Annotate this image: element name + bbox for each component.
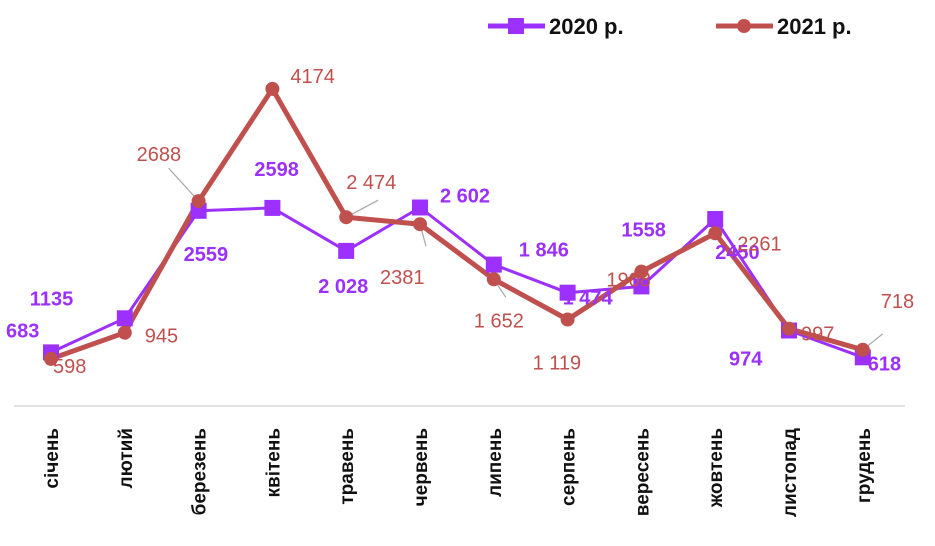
data-label-s1-3: 4174 <box>290 66 335 88</box>
x-tick-label-0: січень <box>42 428 63 489</box>
data-label-s0-10: 974 <box>729 349 763 371</box>
data-label-s0-8: 1558 <box>621 219 666 241</box>
marker-s1-5 <box>413 217 427 232</box>
x-tick-label-11: грудень <box>854 428 875 503</box>
x-tick-label-4: травень <box>337 428 358 505</box>
x-tick-label-8: вересень <box>632 428 653 516</box>
legend-item-2021: 2021 р. <box>716 14 852 39</box>
marker-s1-8 <box>634 264 649 279</box>
data-label-s0-11: 618 <box>868 353 901 375</box>
data-labels: 683 1135 2559 2598 2 028 2 602 1 846 1 474 1558 2… <box>6 66 914 378</box>
marker-s0-9 <box>707 211 724 227</box>
marker-s1-2 <box>191 194 206 209</box>
marker-s1-10 <box>782 321 796 336</box>
data-label-s1-11: 718 <box>881 291 914 313</box>
marker-s1-7 <box>560 312 575 327</box>
data-label-s0-3: 2598 <box>254 159 299 181</box>
marker-s1-1 <box>117 325 132 340</box>
data-label-s1-6: 1 652 <box>474 310 524 332</box>
marker-s1-6 <box>486 272 501 287</box>
marker-s0-1 <box>116 310 133 327</box>
series-line-0 <box>50 206 864 359</box>
series-lines <box>50 86 864 362</box>
data-label-s1-1: 945 <box>145 326 178 348</box>
data-label-s1-9: 2261 <box>737 233 782 255</box>
x-tick-label-3: квітень <box>263 428 284 498</box>
legend-label-2020: 2020 р. <box>549 14 624 39</box>
data-label-s0-1: 1135 <box>30 288 73 310</box>
x-tick-label-9: жовтень <box>706 428 727 508</box>
data-label-s1-5: 2381 <box>380 267 425 289</box>
legend-marker-2021 <box>737 19 751 33</box>
data-label-s0-0: 683 <box>6 320 39 342</box>
data-label-s0-2: 2559 <box>184 244 229 266</box>
marker-s1-0 <box>44 351 58 366</box>
markers <box>43 81 871 366</box>
x-tick-label-1: лютий <box>116 428 137 489</box>
marker-s0-6 <box>485 256 502 273</box>
data-label-s0-9: 2450 <box>715 242 760 264</box>
marker-s0-8 <box>633 278 650 295</box>
marker-s0-7 <box>559 284 576 301</box>
marker-s1-9 <box>708 226 723 241</box>
data-label-s1-8: 1908 <box>606 270 651 292</box>
data-label-s0-6: 1 846 <box>519 240 569 262</box>
marker-s1-3 <box>265 81 280 96</box>
data-label-s0-5: 2 602 <box>440 186 490 208</box>
data-label-s1-0: 598 <box>53 356 86 378</box>
legend-marker-2020 <box>508 18 524 34</box>
legend-label-2021: 2021 р. <box>777 14 852 39</box>
data-label-s1-7: 1 119 <box>533 353 582 375</box>
x-tick-label-2: березень <box>190 428 211 515</box>
marker-s1-11 <box>855 342 870 357</box>
marker-s0-4 <box>338 242 355 259</box>
marker-s1-4 <box>339 210 354 225</box>
marker-s0-5 <box>412 199 428 216</box>
legend: 2020 р. 2021 р. <box>488 14 852 39</box>
x-tick-label-5: червень <box>411 428 432 506</box>
marker-s0-3 <box>264 199 281 216</box>
data-label-s1-2: 2688 <box>137 144 182 166</box>
leader-line-0 <box>168 167 200 202</box>
x-tick-label-10: листопад <box>780 428 801 517</box>
legend-item-2020: 2020 р. <box>488 14 624 39</box>
x-axis-tick-labels: січень лютий березень квітень травень червень… <box>42 428 875 517</box>
x-tick-label-7: серпень <box>559 428 580 506</box>
data-label-s0-7: 1 474 <box>563 288 614 310</box>
data-label-s0-4: 2 028 <box>318 276 368 298</box>
data-label-s1-10: 997 <box>801 324 834 346</box>
series-line-1 <box>50 86 864 362</box>
data-label-s1-4: 2 474 <box>346 172 396 194</box>
x-tick-label-6: липень <box>485 428 506 497</box>
